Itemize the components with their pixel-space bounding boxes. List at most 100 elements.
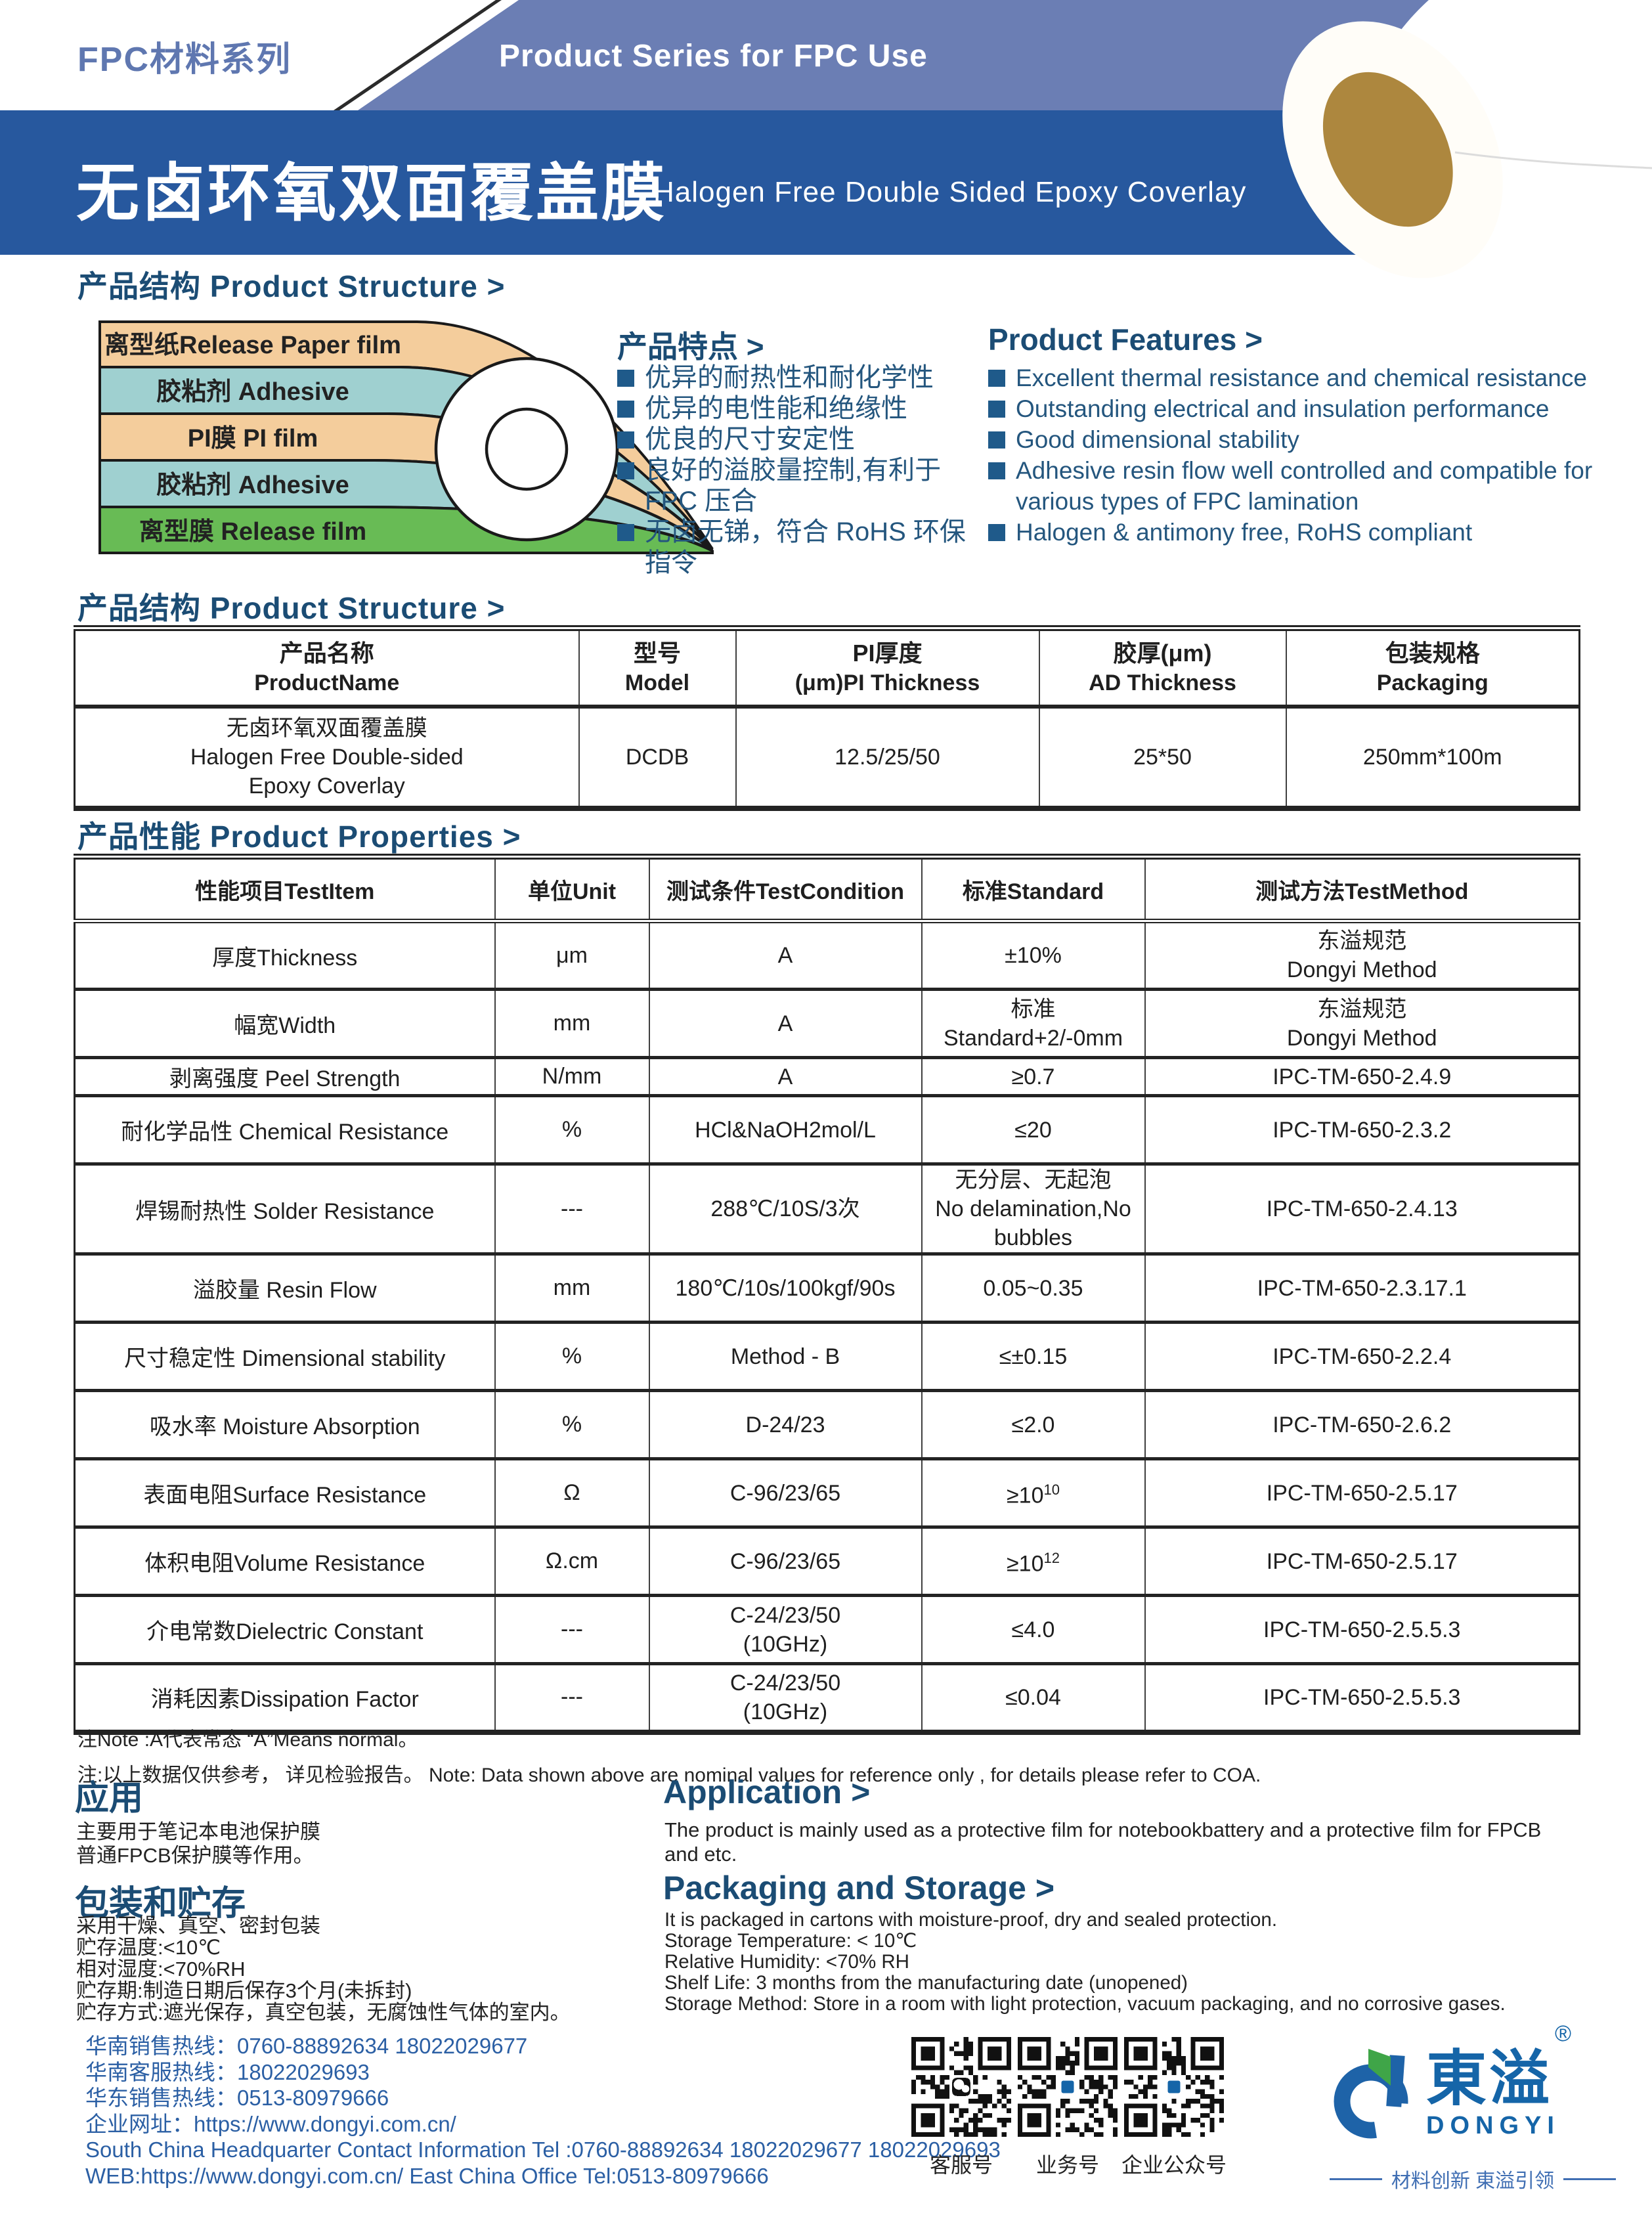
condition-line: C-24/23/50 xyxy=(729,1670,841,1696)
layer-label: 离型膜 Release film xyxy=(139,518,366,546)
logo-text-en: DONGYI xyxy=(1426,2112,1560,2139)
condition-line: Method - B xyxy=(730,1344,840,1369)
contact-line-link[interactable]: WEB:https://www.dongyi.com.cn/ East Chin… xyxy=(85,2163,769,2188)
feature-item: Good dimensional stability xyxy=(988,424,1619,455)
layer-structure-diagram: 离型纸Release Paper film 胶粘剂 Adhesive PI膜 P… xyxy=(98,320,714,554)
qr-code-official-account-icon xyxy=(1124,2037,1224,2137)
condition-line: A xyxy=(777,943,793,968)
packaging-line: 采用干燥、真空、密封包装 xyxy=(76,1914,320,1937)
cell-standard: ≤2.0 xyxy=(921,1389,1146,1460)
cell-test-method: IPC-TM-650-2.6.2 xyxy=(1144,1389,1580,1460)
roll-inner-circle xyxy=(485,407,569,491)
feature-item: 优异的耐热性和耐化学性 xyxy=(617,362,985,393)
film-roll-image xyxy=(1282,0,1652,389)
col-header-test-item: 性能项目TestItem xyxy=(74,854,496,923)
qr-label: 业务号 xyxy=(1035,2153,1099,2177)
qr-block-service: 客服号 xyxy=(911,2037,1011,2179)
feature-line: various types of FPC lamination xyxy=(1016,488,1359,515)
contact-info-block: 华南销售热线：0760-88892634 18022029677 华南客服热线：1… xyxy=(85,2033,1001,2189)
logo-green-flag xyxy=(1368,2049,1391,2086)
cell-model: DCDB xyxy=(578,706,737,811)
cell-test-condition: A xyxy=(648,988,923,1059)
cell-test-condition: Method - B xyxy=(648,1321,923,1391)
condition-line: 288℃/10S/3次 xyxy=(710,1196,860,1221)
cell-test-item: 耐化学品性 Chemical Resistance xyxy=(74,1094,496,1165)
tagline-text: 材料创新 東溢引领 xyxy=(1391,2170,1555,2192)
standard-line: ±10% xyxy=(1005,943,1062,968)
cell-unit: Ω.cm xyxy=(494,1525,650,1596)
cell-test-condition: A xyxy=(648,919,923,990)
standard-line: 0.05~0.35 xyxy=(983,1275,1083,1301)
col-header-packaging: 包装规格 Packaging xyxy=(1285,625,1580,709)
col-header-test-method: 测试方法TestMethod xyxy=(1144,854,1580,923)
cell-test-condition: HCl&NaOH2mol/L xyxy=(648,1094,923,1165)
cell-standard: 0.05~0.35 xyxy=(921,1252,1146,1323)
cell-standard: ≤4.0 xyxy=(921,1594,1146,1665)
table-note-2: 注:以上数据仅供参考， 详见检验报告。 Note: Data shown abo… xyxy=(77,1764,1261,1786)
standard-line: 标准 xyxy=(1011,996,1056,1022)
cell-unit: mm xyxy=(494,1252,650,1323)
film-edge-line xyxy=(1454,151,1652,169)
packaging-line: It is packaged in cartons with moisture-… xyxy=(664,1909,1278,1931)
application-line: 普通FPCB保护膜等作用。 xyxy=(76,1844,314,1867)
cell-test-condition: 288℃/10S/3次 xyxy=(648,1162,923,1255)
section-heading-properties: 产品性能 Product Properties > xyxy=(77,820,521,854)
cell-test-condition: 180℃/10s/100kgf/90s xyxy=(648,1252,923,1323)
table-note-1: 注Note :A代表常态 “A”Means normal。 xyxy=(77,1729,418,1751)
contact-line: 华南销售热线：0760-88892634 18022029677 xyxy=(85,2034,528,2058)
condition-line: 180℃/10s/100kgf/90s xyxy=(675,1275,896,1301)
properties-row: 厚度Thickness μm A ±10% 东溢规范 Dongyi Method xyxy=(74,919,1580,990)
packaging-heading-en: Packaging and Storage > xyxy=(663,1870,1055,1906)
cell-product-name: 无卤环氧双面覆盖膜 Halogen Free Double-sided Epox… xyxy=(74,706,580,811)
col-header-standard: 标准Standard xyxy=(921,854,1146,923)
feature-text: 优异的电性能和绝缘性 xyxy=(645,394,907,423)
cell-standard: 无分层、无起泡 No delamination,No bubbles xyxy=(921,1162,1146,1255)
standard-base: ≥10 xyxy=(1007,1483,1044,1508)
contact-line: 华东销售热线：0513-80979666 xyxy=(85,2086,389,2110)
properties-row: 表面电阻Surface Resistance Ω C-96/23/65 ≥1010 IP… xyxy=(74,1457,1580,1528)
condition-line: A xyxy=(777,1011,793,1036)
col-header-product-name: 产品名称 ProductName xyxy=(74,625,580,709)
method-line: Dongyi Method xyxy=(1286,1025,1437,1051)
cell-test-method: IPC-TM-650-2.4.13 xyxy=(1144,1162,1580,1255)
qr-label: 企业公众号 xyxy=(1121,2153,1227,2177)
cell-test-method: IPC-TM-650-2.5.17 xyxy=(1144,1457,1580,1528)
cell-unit: Ω xyxy=(494,1457,650,1528)
condition-line: C-96/23/65 xyxy=(729,1548,841,1574)
feature-line: Excellent thermal resistance and chemica… xyxy=(1016,364,1587,391)
cell-test-item: 幅宽Width xyxy=(74,988,496,1059)
qr-code-row: 客服号 业务号 企业公众号 xyxy=(911,2037,1227,2179)
cell-standard: ≥0.7 xyxy=(921,1056,1146,1097)
page-title-en: Halogen Free Double Sided Epoxy Coverlay xyxy=(653,176,1247,208)
method-line: 东溢规范 xyxy=(1317,929,1407,953)
feature-text: 优良的尺寸安定性 xyxy=(645,425,855,454)
cell-unit: --- xyxy=(494,1162,650,1255)
section-heading-structure-table: 产品结构 Product Structure > xyxy=(77,591,506,625)
cell-test-method: 东溢规范 Dongyi Method xyxy=(1144,919,1580,990)
standard-line: No delamination,No bubbles xyxy=(935,1196,1131,1250)
bullet-square-icon xyxy=(988,524,1005,541)
structure-header-row: 产品名称 ProductName 型号 Model PI厚度 (μm)PI Thick… xyxy=(74,625,1580,709)
condition-line: A xyxy=(777,1064,793,1089)
cell-test-condition: C-24/23/50 (10GHz) xyxy=(648,1594,923,1665)
cell-unit: % xyxy=(494,1321,650,1391)
registered-mark-icon: ® xyxy=(1555,2021,1572,2046)
packaging-line: 贮存温度:<10℃ xyxy=(76,1936,221,1959)
standard-value: ≥1012 xyxy=(928,1544,1139,1578)
cell-standard: 标准 Standard+2/-0mm xyxy=(921,988,1146,1059)
standard-line: ≥0.7 xyxy=(1011,1064,1055,1089)
series-title-en: Product Series for FPC Use xyxy=(499,39,928,74)
cell-test-item: 溢胶量 Resin Flow xyxy=(74,1252,496,1323)
packaging-line: Storage Temperature: < 10℃ xyxy=(664,1930,917,1952)
bullet-square-icon xyxy=(617,524,634,541)
feature-text: Halogen & antimony free, RoHS compliant xyxy=(1016,517,1472,548)
contact-line-link[interactable]: 企业网址：https://www.dongyi.com.cn/ xyxy=(85,2111,456,2136)
feature-item: Excellent thermal resistance and chemica… xyxy=(988,362,1619,393)
cell-test-item: 焊锡耐热性 Solder Resistance xyxy=(74,1162,496,1255)
feature-text: 无卤无锑，符合 RoHS 环保指令 xyxy=(645,517,966,577)
method-line: IPC-TM-650-2.3.2 xyxy=(1272,1117,1452,1143)
qr-label: 客服号 xyxy=(929,2153,993,2177)
qr-block-official-account: 企业公众号 xyxy=(1121,2037,1227,2179)
company-logo: 東溢® DONGYI xyxy=(1332,2021,1620,2140)
